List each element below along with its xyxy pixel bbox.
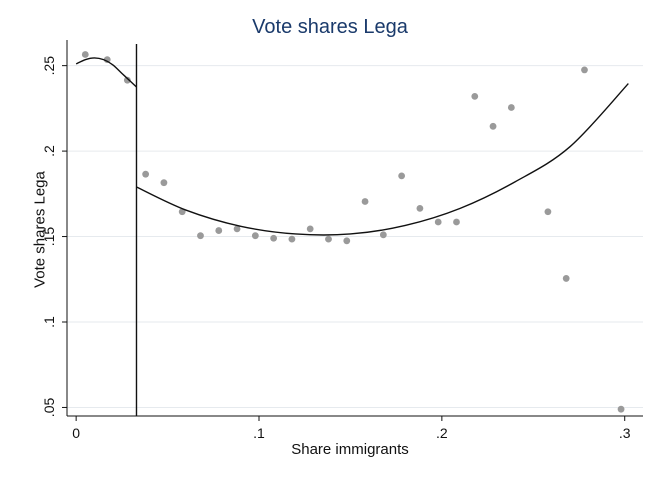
scatter-point xyxy=(233,225,241,233)
scatter-point xyxy=(544,208,552,216)
scatter-point xyxy=(270,234,278,242)
scatter-point xyxy=(398,172,406,180)
scatter-point xyxy=(160,179,168,187)
scatter-point xyxy=(215,227,223,234)
y-tick-label: .1 xyxy=(41,316,57,328)
scatter-point xyxy=(453,218,460,226)
x-tick-label: .2 xyxy=(436,425,448,441)
x-tick-label: .1 xyxy=(253,425,265,441)
fit-line xyxy=(75,57,137,88)
scatter-point xyxy=(416,204,424,212)
y-tick-label: .25 xyxy=(41,56,57,76)
scatter-point xyxy=(178,208,186,216)
scatter-point xyxy=(617,405,625,413)
y-axis-label: Vote shares Lega xyxy=(31,171,49,288)
scatter-point xyxy=(81,51,89,58)
scatter-point xyxy=(197,232,204,240)
chart-title: Vote shares Lega xyxy=(252,16,408,38)
y-tick-label: .2 xyxy=(41,145,57,157)
scatter-point xyxy=(471,93,479,100)
y-tick-label: .05 xyxy=(41,398,57,418)
scatter-point xyxy=(123,76,131,84)
x-tick-label: .3 xyxy=(619,425,631,441)
scatter-point xyxy=(379,231,387,239)
scatter-point xyxy=(343,237,351,245)
y-tick-label: .15 xyxy=(41,227,57,247)
scatter-point xyxy=(288,235,296,243)
scatter-point xyxy=(361,198,369,205)
fit-line xyxy=(136,83,629,236)
scatter-point xyxy=(103,56,111,64)
scatter-point xyxy=(489,122,497,130)
scatter-point xyxy=(325,235,332,243)
scatter-point xyxy=(251,232,259,240)
scatter-point xyxy=(581,66,588,74)
scatter-point xyxy=(306,225,314,233)
scatter-point xyxy=(507,104,515,111)
x-axis-label: Share immigrants xyxy=(291,441,409,458)
x-tick-label: 0 xyxy=(72,425,80,441)
scatter-point xyxy=(562,275,570,282)
scatter-point xyxy=(142,170,150,178)
scatter-point xyxy=(434,218,442,226)
